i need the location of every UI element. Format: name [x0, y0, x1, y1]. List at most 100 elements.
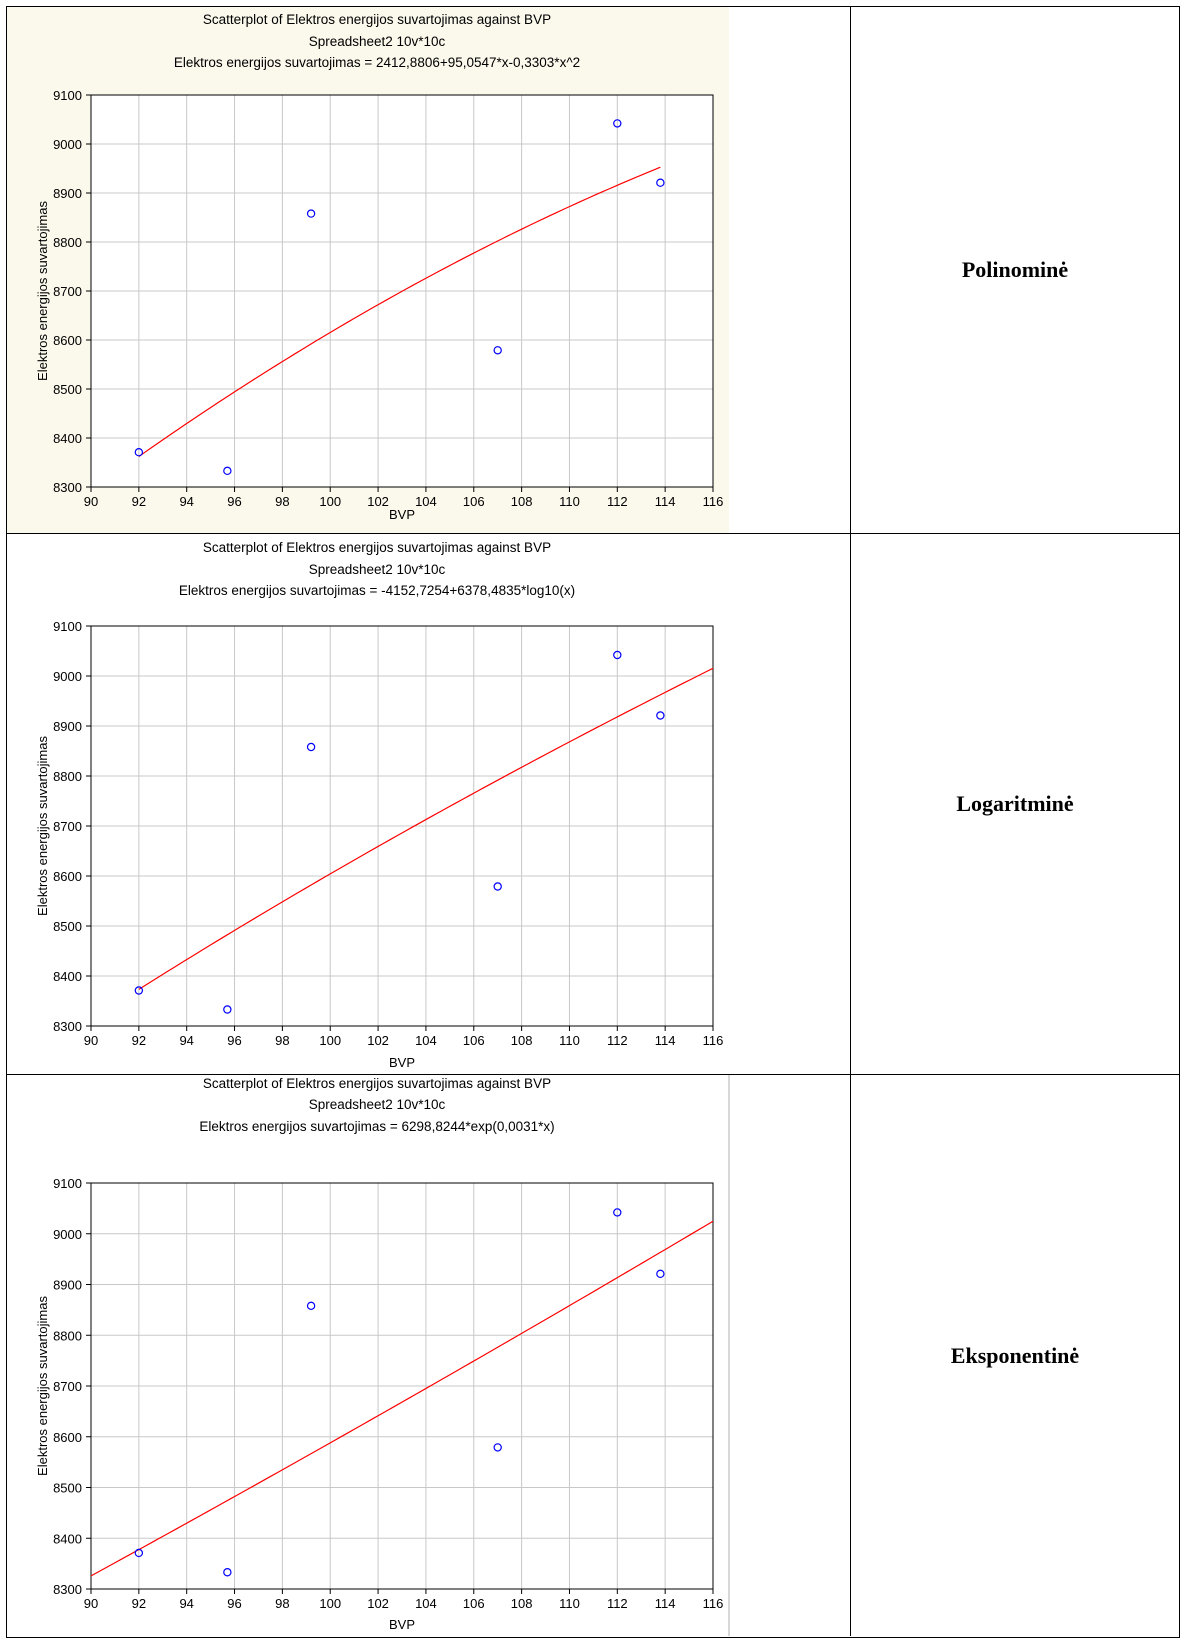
- x-tick-label: 108: [511, 1033, 533, 1048]
- y-tick-label: 8800: [53, 1328, 82, 1343]
- x-tick-label: 114: [655, 1596, 676, 1611]
- y-tick-label: 8600: [53, 1430, 82, 1445]
- method-label: Logaritminė: [956, 791, 1074, 816]
- y-tick-label: 9100: [53, 88, 82, 103]
- data-point: [656, 711, 665, 720]
- x-tick-label: 102: [367, 1033, 389, 1048]
- data-point: [656, 1269, 665, 1279]
- x-tick-label: 94: [179, 1596, 193, 1611]
- x-tick-label: 114: [655, 1033, 676, 1048]
- chart-equation: Elektros energijos suvartojimas = 6298,8…: [199, 1119, 554, 1134]
- table-row: Scatterplot of Elektros energijos suvart…: [7, 1075, 1179, 1636]
- x-tick-label: 112: [607, 494, 628, 509]
- y-axis-label: Elektros energijos suvartojimas: [35, 201, 50, 381]
- x-tick-label: 108: [511, 494, 533, 509]
- x-tick-label: 112: [607, 1596, 628, 1611]
- y-tick-label: 8700: [53, 819, 82, 834]
- x-tick-label: 92: [132, 1033, 146, 1048]
- y-tick-label: 8500: [53, 1481, 82, 1496]
- data-point: [134, 448, 144, 457]
- data-point: [613, 650, 622, 660]
- y-tick-label: 8900: [53, 719, 82, 734]
- x-tick-label: 92: [132, 494, 146, 509]
- y-tick-label: 8700: [53, 1379, 82, 1394]
- y-tick-label: 9100: [53, 1176, 82, 1191]
- x-tick-label: 90: [84, 1596, 98, 1611]
- x-tick-label: 116: [703, 494, 724, 509]
- x-tick-label: 108: [511, 1596, 533, 1611]
- x-tick-label: 102: [367, 1596, 389, 1611]
- x-tick-label: 106: [463, 1033, 485, 1048]
- x-tick-label: 114: [655, 494, 676, 509]
- data-point: [613, 119, 622, 128]
- scatterplot-chart: Scatterplot of Elektros energijos suvart…: [7, 7, 729, 533]
- y-axis-label: Elektros energijos suvartojimas: [35, 736, 50, 916]
- data-point: [223, 1005, 232, 1014]
- data-point: [493, 1443, 502, 1452]
- y-tick-label: 8300: [53, 1019, 82, 1034]
- y-tick-label: 9000: [53, 1227, 82, 1242]
- x-tick-label: 116: [703, 1033, 724, 1048]
- chart-title: Scatterplot of Elektros energijos suvart…: [203, 12, 551, 27]
- x-tick-label: 98: [275, 1033, 289, 1048]
- x-tick-label: 102: [367, 494, 389, 509]
- method-label: Polinominė: [961, 257, 1069, 282]
- x-tick-label: 112: [607, 1033, 628, 1048]
- x-tick-label: 104: [415, 1596, 437, 1611]
- chart-title: Scatterplot of Elektros energijos suvart…: [203, 540, 551, 555]
- chart-cell: Scatterplot of Elektros energijos suvart…: [7, 534, 851, 1074]
- y-tick-label: 8800: [53, 235, 82, 250]
- data-point: [134, 1548, 144, 1558]
- x-tick-label: 106: [463, 1596, 485, 1611]
- data-point: [223, 466, 232, 476]
- x-tick-label: 98: [275, 1596, 289, 1611]
- table-row: Scatterplot of Elektros energijos suvart…: [7, 7, 1179, 534]
- y-tick-label: 8400: [53, 1531, 82, 1546]
- chart-cell: Scatterplot of Elektros energijos suvart…: [7, 1075, 851, 1636]
- y-tick-label: 8500: [53, 919, 82, 934]
- x-tick-label: 116: [703, 1596, 724, 1611]
- y-tick-label: 8500: [53, 382, 82, 397]
- x-tick-label: 110: [559, 1033, 580, 1048]
- data-point: [223, 1568, 232, 1577]
- x-tick-label: 94: [179, 494, 193, 509]
- x-tick-label: 110: [559, 1596, 580, 1611]
- data-point: [613, 1208, 622, 1217]
- x-tick-label: 98: [275, 494, 289, 509]
- chart-cell: Scatterplot of Elektros energijos suvart…: [7, 7, 851, 533]
- x-tick-label: 94: [179, 1033, 193, 1048]
- chart-subtitle: Spreadsheet2 10v*10c: [309, 1097, 446, 1112]
- fit-line: [90, 1220, 714, 1577]
- data-point: [656, 178, 665, 187]
- chart-title: Scatterplot of Elektros energijos suvart…: [203, 1076, 551, 1091]
- x-axis-label: BVP: [389, 507, 415, 522]
- data-point: [306, 209, 316, 218]
- chart-subtitle: Spreadsheet2 10v*10c: [309, 34, 446, 49]
- scatterplot-chart: Scatterplot of Elektros energijos suvart…: [7, 1075, 730, 1636]
- data-point: [134, 986, 144, 995]
- x-tick-label: 96: [227, 1033, 241, 1048]
- chart-equation: Elektros energijos suvartojimas = -4152,…: [179, 583, 575, 598]
- comparison-table: Scatterplot of Elektros energijos suvart…: [6, 6, 1180, 1638]
- x-tick-label: 100: [319, 494, 341, 509]
- y-tick-label: 8800: [53, 769, 82, 784]
- data-point: [306, 742, 316, 752]
- data-point: [493, 882, 502, 891]
- x-tick-label: 104: [415, 494, 437, 509]
- scatterplot-chart: Scatterplot of Elektros energijos suvart…: [7, 534, 729, 1074]
- chart-subtitle: Spreadsheet2 10v*10c: [309, 562, 446, 577]
- y-tick-label: 8900: [53, 186, 82, 201]
- y-tick-label: 8600: [53, 333, 82, 348]
- x-tick-label: 90: [84, 494, 98, 509]
- y-tick-label: 8400: [53, 969, 82, 984]
- x-tick-label: 96: [227, 1596, 241, 1611]
- y-axis-label: Elektros energijos suvartojimas: [35, 1296, 50, 1476]
- x-tick-label: 104: [415, 1033, 437, 1048]
- data-point: [493, 346, 502, 355]
- data-point: [306, 1301, 316, 1311]
- y-tick-label: 8700: [53, 284, 82, 299]
- fit-line: [138, 166, 661, 457]
- method-label: Eksponentinė: [950, 1342, 1080, 1368]
- x-tick-label: 90: [84, 1033, 98, 1048]
- x-axis-label: BVP: [389, 1055, 415, 1070]
